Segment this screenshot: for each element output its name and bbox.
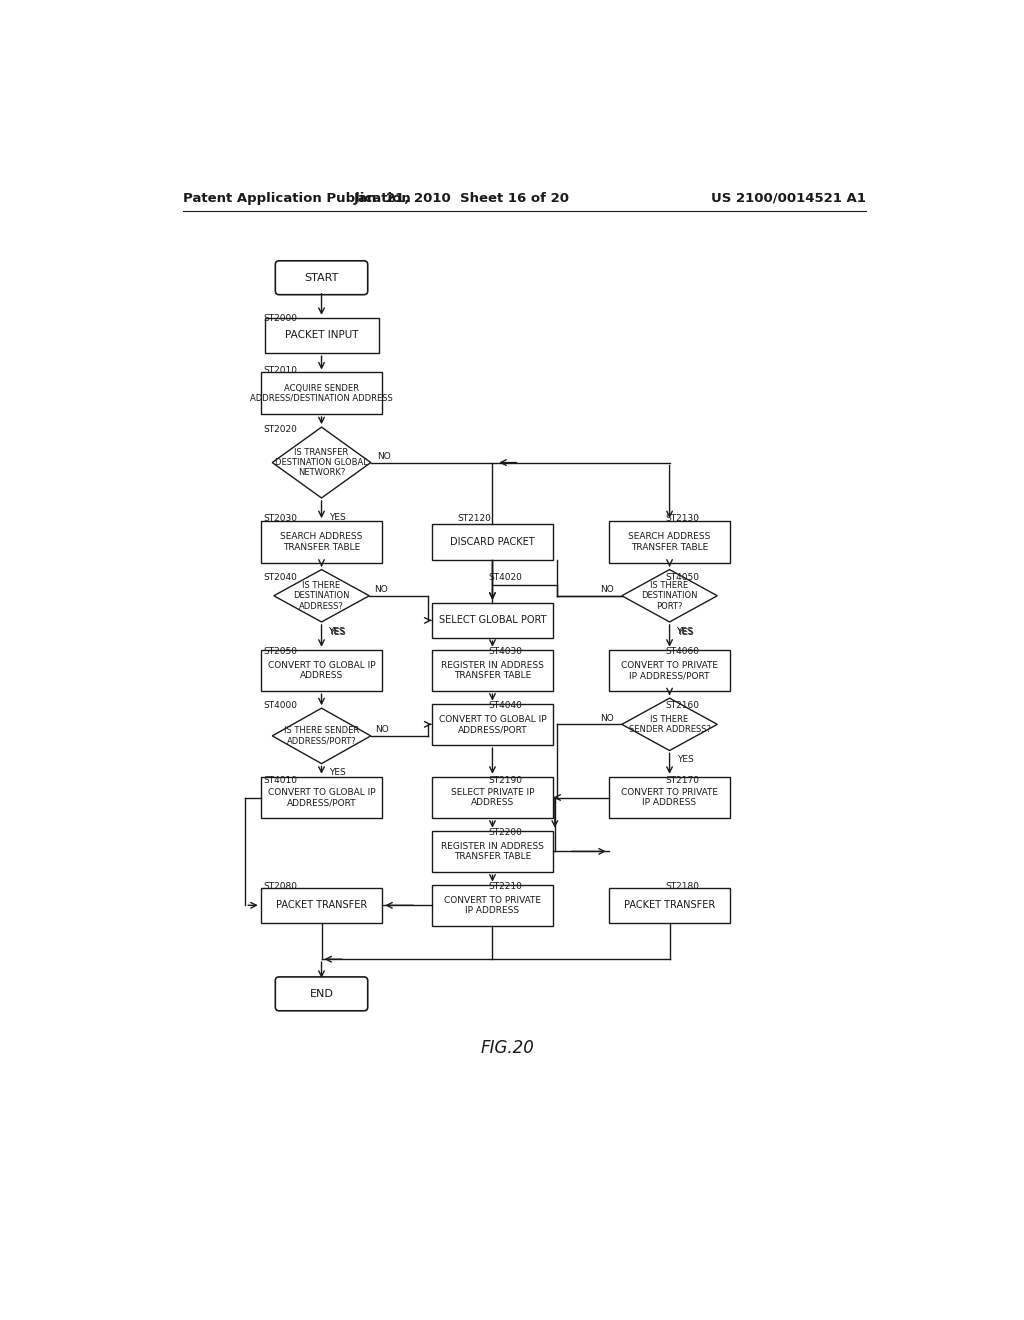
- Text: ST2000: ST2000: [264, 314, 298, 323]
- Text: ST2180: ST2180: [666, 882, 699, 891]
- Text: ST2120: ST2120: [458, 515, 492, 523]
- Text: CONVERT TO PRIVATE
IP ADDRESS/PORT: CONVERT TO PRIVATE IP ADDRESS/PORT: [622, 661, 718, 680]
- Text: ST2160: ST2160: [666, 701, 699, 710]
- Bar: [608, 521, 730, 562]
- Bar: [432, 603, 553, 638]
- Text: NO: NO: [374, 585, 388, 594]
- Text: IS THERE
DESTINATION
PORT?: IS THERE DESTINATION PORT?: [641, 581, 697, 611]
- Text: ST4020: ST4020: [488, 573, 522, 582]
- Bar: [432, 776, 553, 818]
- Bar: [261, 776, 382, 818]
- Text: PACKET INPUT: PACKET INPUT: [285, 330, 358, 341]
- Text: SELECT GLOBAL PORT: SELECT GLOBAL PORT: [438, 615, 546, 626]
- Text: START: START: [304, 273, 339, 282]
- Text: SEARCH ADDRESS
TRANSFER TABLE: SEARCH ADDRESS TRANSFER TABLE: [281, 532, 362, 552]
- Text: NO: NO: [600, 714, 614, 722]
- Text: ST4060: ST4060: [666, 647, 699, 656]
- Text: US 2100/0014521 A1: US 2100/0014521 A1: [711, 191, 866, 205]
- Bar: [261, 887, 382, 923]
- Text: YES: YES: [677, 755, 694, 764]
- Text: ST2190: ST2190: [488, 776, 522, 785]
- Bar: [432, 830, 553, 873]
- Text: Patent Application Publication: Patent Application Publication: [183, 191, 411, 205]
- Text: CONVERT TO PRIVATE
IP ADDRESS: CONVERT TO PRIVATE IP ADDRESS: [622, 788, 718, 808]
- Text: ST2040: ST2040: [264, 573, 298, 582]
- Bar: [432, 649, 553, 692]
- Text: PACKET TRANSFER: PACKET TRANSFER: [275, 900, 368, 911]
- Text: IS THERE
DESTINATION
ADDRESS?: IS THERE DESTINATION ADDRESS?: [293, 581, 350, 611]
- Text: SELECT PRIVATE IP
ADDRESS: SELECT PRIVATE IP ADDRESS: [451, 788, 535, 808]
- Bar: [432, 524, 553, 560]
- Text: PACKET TRANSFER: PACKET TRANSFER: [624, 900, 715, 911]
- Text: CONVERT TO GLOBAL IP
ADDRESS/PORT: CONVERT TO GLOBAL IP ADDRESS/PORT: [267, 788, 376, 808]
- Bar: [432, 704, 553, 744]
- Text: ST2020: ST2020: [264, 425, 298, 434]
- Text: ST2010: ST2010: [264, 367, 298, 375]
- Text: ST2200: ST2200: [488, 829, 522, 837]
- Bar: [608, 776, 730, 818]
- Text: ST2170: ST2170: [666, 776, 699, 785]
- Text: YES: YES: [676, 627, 692, 636]
- Text: ST2030: ST2030: [264, 515, 298, 523]
- Text: YES: YES: [330, 513, 346, 523]
- Bar: [432, 884, 553, 927]
- Text: CONVERT TO PRIVATE
IP ADDRESS: CONVERT TO PRIVATE IP ADDRESS: [444, 895, 541, 915]
- Text: ST2080: ST2080: [264, 882, 298, 891]
- Text: ST4040: ST4040: [488, 701, 522, 710]
- Text: NO: NO: [376, 725, 389, 734]
- Text: IS THERE
SENDER ADDRESS?: IS THERE SENDER ADDRESS?: [629, 714, 711, 734]
- Bar: [608, 887, 730, 923]
- Text: ST4030: ST4030: [488, 647, 522, 656]
- Bar: [261, 521, 382, 562]
- Text: CONVERT TO GLOBAL IP
ADDRESS/PORT: CONVERT TO GLOBAL IP ADDRESS/PORT: [438, 714, 546, 734]
- Text: YES: YES: [328, 627, 344, 636]
- Text: ST2050: ST2050: [264, 647, 298, 656]
- Text: YES: YES: [330, 628, 346, 638]
- Text: FIG.20: FIG.20: [481, 1039, 535, 1057]
- Text: ST4000: ST4000: [264, 701, 298, 710]
- Text: Jan. 21, 2010  Sheet 16 of 20: Jan. 21, 2010 Sheet 16 of 20: [353, 191, 569, 205]
- Text: NO: NO: [377, 451, 391, 461]
- Text: ST4010: ST4010: [264, 776, 298, 785]
- Text: REGISTER IN ADDRESS
TRANSFER TABLE: REGISTER IN ADDRESS TRANSFER TABLE: [441, 661, 544, 680]
- Text: IS TRANSFER
DESTINATION GLOBAL
NETWORK?: IS TRANSFER DESTINATION GLOBAL NETWORK?: [275, 447, 368, 478]
- Text: ST2130: ST2130: [666, 515, 699, 523]
- Bar: [261, 372, 382, 414]
- Text: SEARCH ADDRESS
TRANSFER TABLE: SEARCH ADDRESS TRANSFER TABLE: [629, 532, 711, 552]
- Text: ST4050: ST4050: [666, 573, 699, 582]
- Text: REGISTER IN ADDRESS
TRANSFER TABLE: REGISTER IN ADDRESS TRANSFER TABLE: [441, 842, 544, 861]
- Text: DISCARD PACKET: DISCARD PACKET: [451, 537, 535, 546]
- Text: CONVERT TO GLOBAL IP
ADDRESS: CONVERT TO GLOBAL IP ADDRESS: [267, 661, 376, 680]
- Text: ACQUIRE SENDER
ADDRESS/DESTINATION ADDRESS: ACQUIRE SENDER ADDRESS/DESTINATION ADDRE…: [250, 384, 393, 403]
- Text: ST2210: ST2210: [488, 882, 522, 891]
- Text: YES: YES: [677, 628, 694, 638]
- Bar: [261, 649, 382, 692]
- Bar: [264, 318, 379, 354]
- Text: NO: NO: [600, 585, 614, 594]
- Text: IS THERE SENDER
ADDRESS/PORT?: IS THERE SENDER ADDRESS/PORT?: [284, 726, 359, 746]
- Text: END: END: [309, 989, 334, 999]
- Text: YES: YES: [330, 768, 346, 777]
- Bar: [608, 649, 730, 692]
